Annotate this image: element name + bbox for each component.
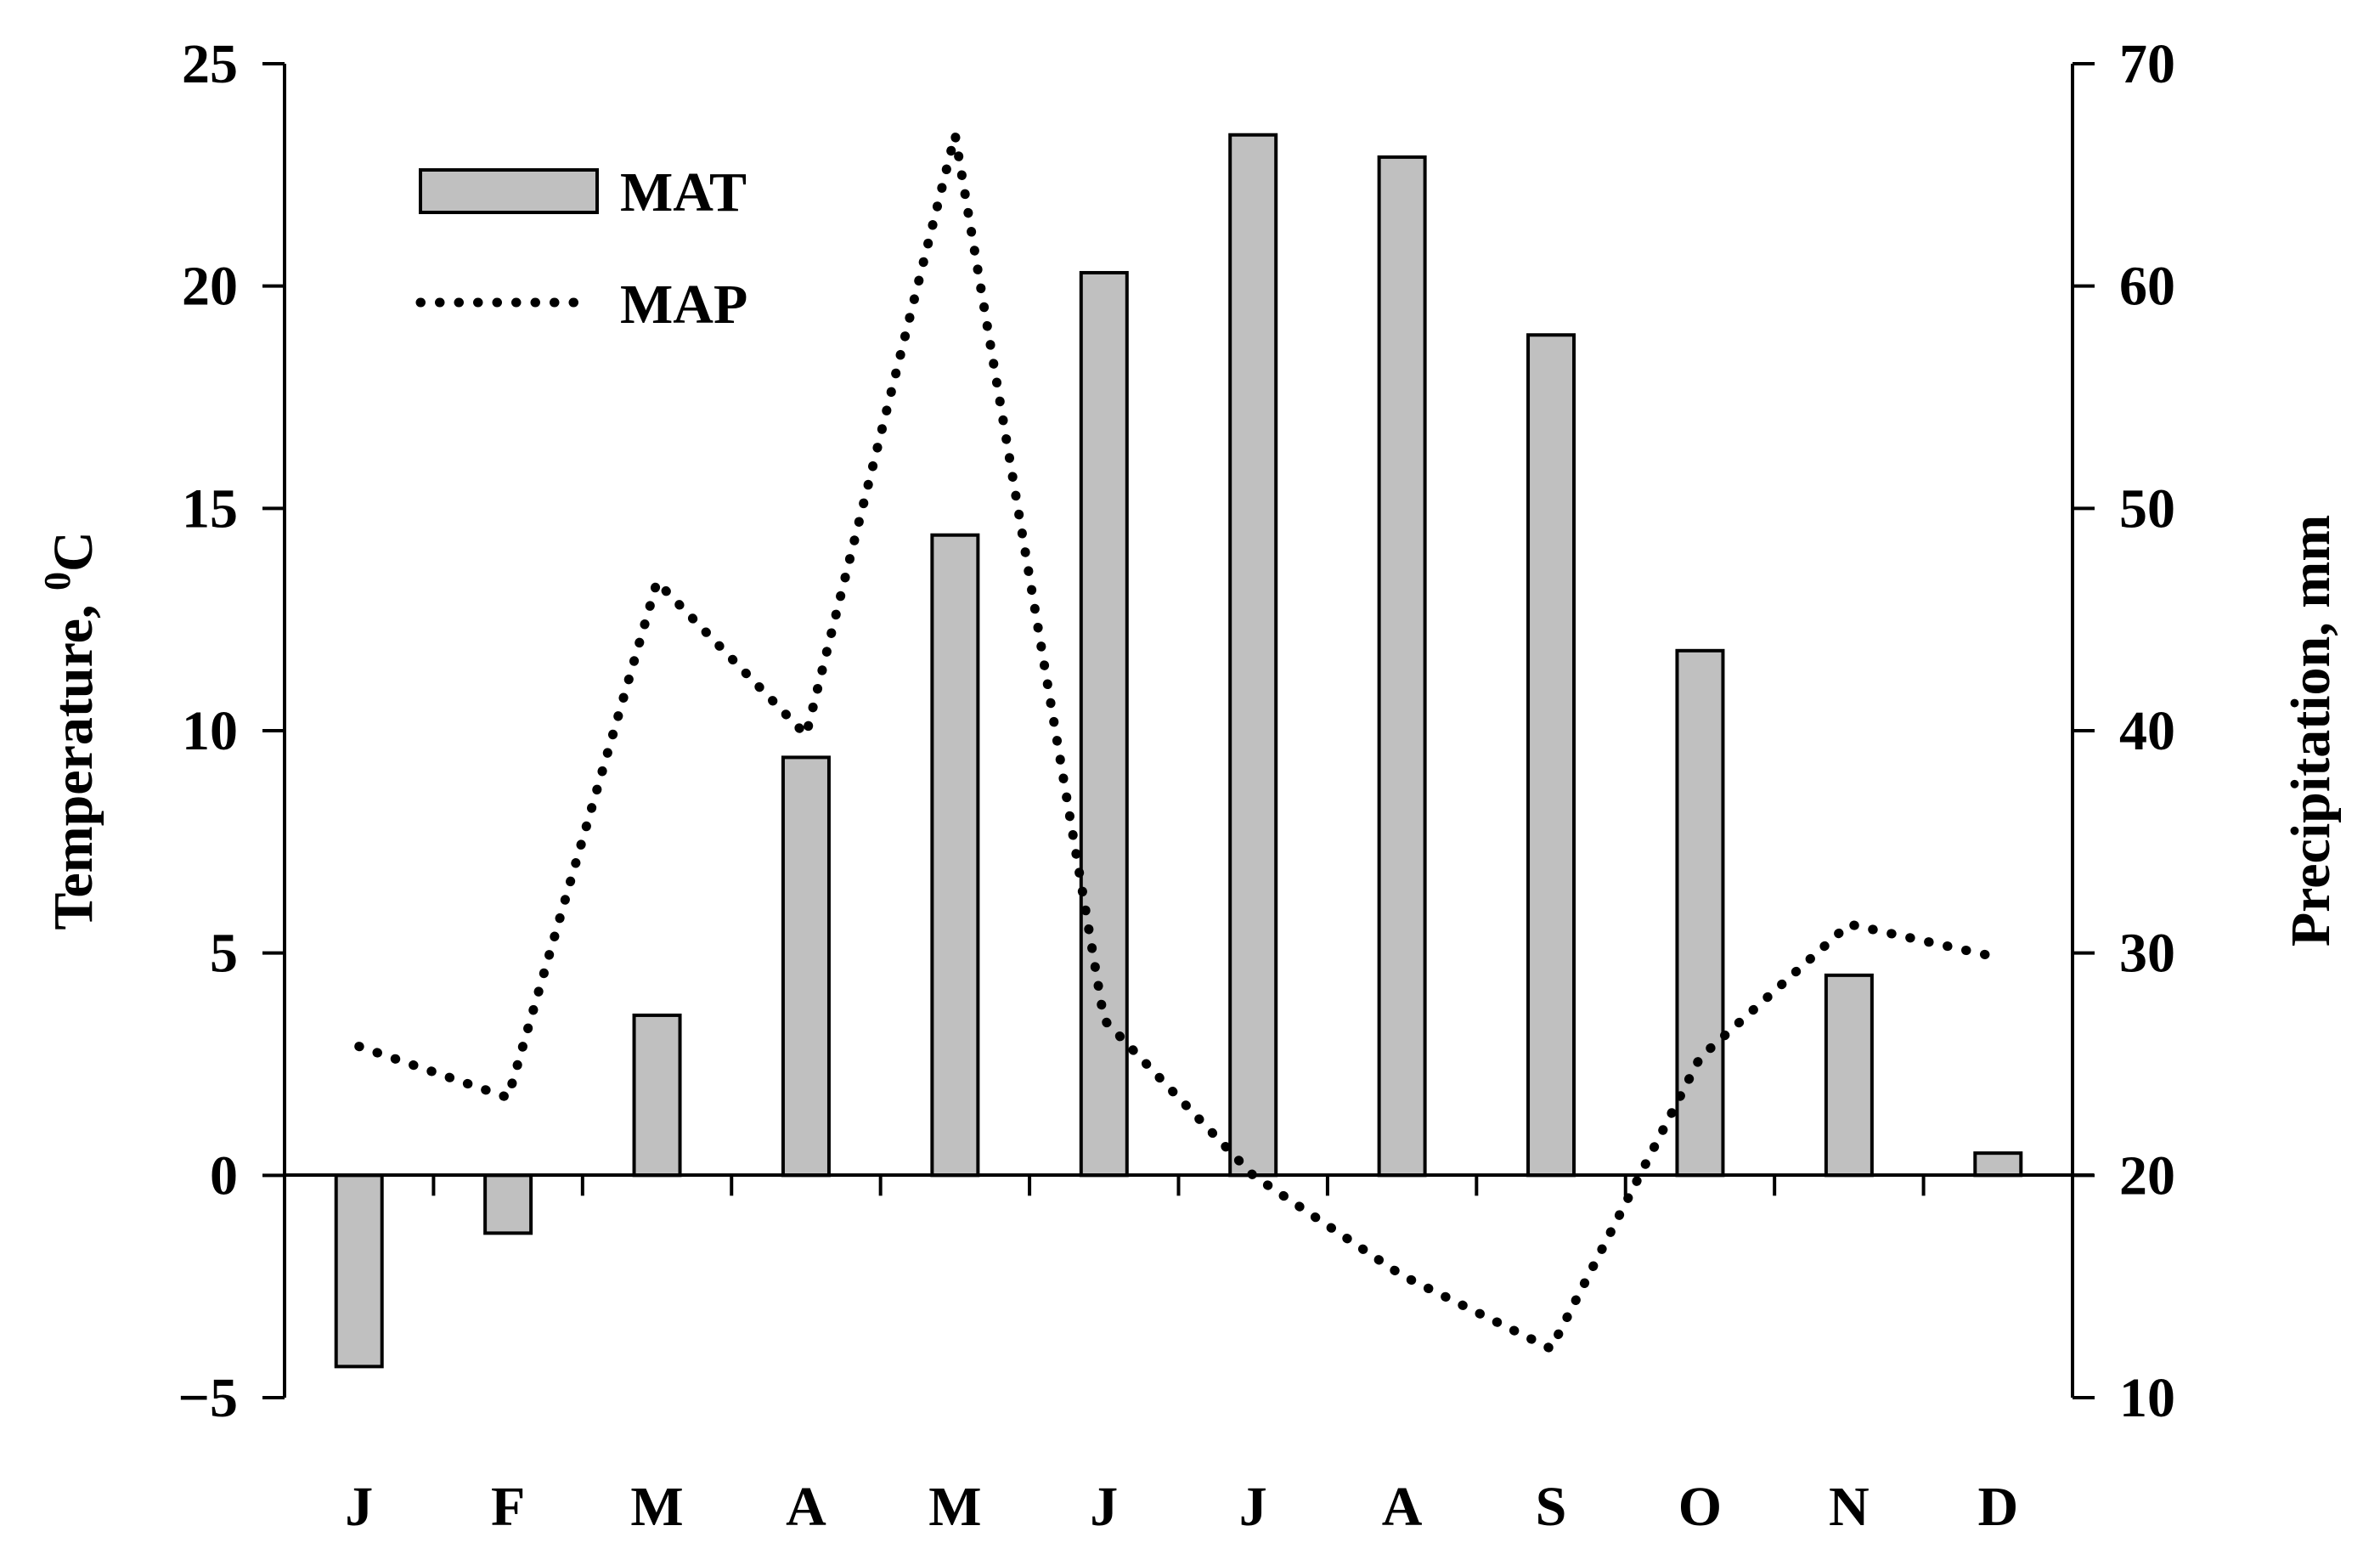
x-tick-label: J [1090, 1476, 1118, 1538]
right-y-tick-label: 20 [2119, 1144, 2175, 1206]
mat-bar [930, 533, 980, 1178]
legend-mat-swatch [419, 168, 599, 214]
left-y-tick-label: 10 [182, 700, 238, 762]
mat-bar [334, 1173, 384, 1369]
right-y-tick-label: 40 [2119, 700, 2175, 762]
axes [283, 64, 2094, 1398]
x-tick-label: M [630, 1476, 683, 1538]
left-y-tick-label: 5 [210, 923, 238, 985]
right-y-tick-label: 10 [2119, 1367, 2175, 1429]
right-y-tick-label: 50 [2119, 478, 2175, 540]
mat-bar [1377, 155, 1427, 1178]
left-y-tick-label: 20 [182, 256, 238, 318]
right-y-tick-label: 60 [2119, 256, 2175, 318]
x-tick-label: N [1829, 1476, 1870, 1538]
x-tick-label: S [1536, 1476, 1567, 1538]
legend-mat-label: MAT [620, 161, 747, 223]
map-series-line [354, 130, 2003, 1353]
left-y-tick-label: 0 [210, 1144, 238, 1206]
mat-bar [1526, 333, 1576, 1178]
left-y-tick-label: 15 [182, 478, 238, 540]
mat-bar [1228, 133, 1278, 1178]
left-y-axis-title: Temperature, 0C [37, 531, 104, 930]
right-y-tick-label: 30 [2119, 923, 2175, 985]
mat-bar [781, 755, 831, 1178]
mat-bar [1973, 1151, 2023, 1178]
x-tick-label: J [1239, 1476, 1267, 1538]
right-y-tick-label: 70 [2119, 33, 2175, 95]
right-y-axis-title: Precipitation, mm [2280, 515, 2342, 947]
x-tick-label: F [491, 1476, 525, 1538]
x-tick-label: A [786, 1476, 826, 1538]
x-tick-label: D [1977, 1476, 2018, 1538]
legend: MAT MAP [415, 161, 747, 336]
x-tick-label: O [1678, 1476, 1722, 1538]
x-tick-label: J [345, 1476, 373, 1538]
mat-bar [483, 1173, 533, 1235]
left-y-tick-label: −5 [178, 1367, 238, 1429]
x-tick-label: A [1382, 1476, 1423, 1538]
mat-bar [1824, 973, 1874, 1178]
mat-bar [632, 1013, 682, 1178]
right-y-ticks: 10 20 30 40 50 60 70 [2073, 33, 2175, 1429]
x-tick-label: M [928, 1476, 981, 1538]
left-y-ticks: −5 0 5 10 15 20 25 [178, 33, 285, 1429]
legend-map-label: MAP [620, 274, 747, 336]
mat-bar [1675, 648, 1725, 1178]
left-y-tick-label: 25 [182, 33, 238, 95]
